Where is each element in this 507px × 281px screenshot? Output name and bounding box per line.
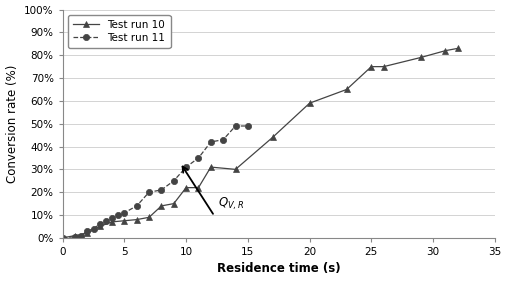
Line: Test run 11: Test run 11	[59, 123, 251, 241]
Test run 10	[158, 204, 164, 208]
Test run 10	[171, 202, 177, 205]
Test run 11	[84, 229, 90, 233]
Test run 10	[183, 186, 189, 189]
Test run 11	[109, 217, 115, 220]
Test run 10	[443, 49, 449, 52]
Test run 11	[90, 227, 96, 230]
Test run 11	[183, 166, 189, 169]
Test run 10	[109, 220, 115, 224]
Test run 11	[220, 138, 226, 141]
Test run 11	[78, 234, 84, 237]
Test run 11	[134, 204, 140, 208]
Test run 11	[146, 191, 152, 194]
Text: $Q_{V,R}$: $Q_{V,R}$	[218, 195, 244, 212]
Test run 11	[97, 223, 103, 226]
Test run 11	[171, 179, 177, 182]
Test run 10	[344, 88, 350, 91]
Test run 11	[208, 140, 214, 144]
Y-axis label: Conversion rate (%): Conversion rate (%)	[6, 65, 19, 183]
Test run 10	[233, 168, 239, 171]
Test run 10	[270, 136, 276, 139]
Test run 10	[418, 56, 424, 59]
Test run 10	[368, 65, 374, 68]
Test run 10	[381, 65, 387, 68]
Test run 10	[208, 166, 214, 169]
X-axis label: Residence time (s): Residence time (s)	[217, 262, 341, 275]
Test run 10	[72, 234, 78, 237]
Test run 10	[134, 218, 140, 221]
Test run 10	[307, 101, 313, 105]
Test run 11	[103, 219, 109, 223]
Test run 11	[245, 124, 251, 128]
Test run 11	[195, 156, 201, 160]
Test run 11	[115, 213, 121, 217]
Test run 11	[158, 188, 164, 192]
Test run 11	[121, 211, 127, 214]
Test run 10	[146, 216, 152, 219]
Test run 10	[97, 225, 103, 228]
Test run 10	[84, 232, 90, 235]
Line: Test run 10: Test run 10	[59, 45, 461, 241]
Test run 11	[72, 235, 78, 238]
Test run 10	[455, 47, 461, 50]
Test run 11	[60, 236, 66, 239]
Test run 10	[121, 219, 127, 223]
Test run 11	[233, 124, 239, 128]
Test run 10	[60, 236, 66, 239]
Test run 10	[195, 186, 201, 189]
Legend: Test run 10, Test run 11: Test run 10, Test run 11	[68, 15, 170, 48]
